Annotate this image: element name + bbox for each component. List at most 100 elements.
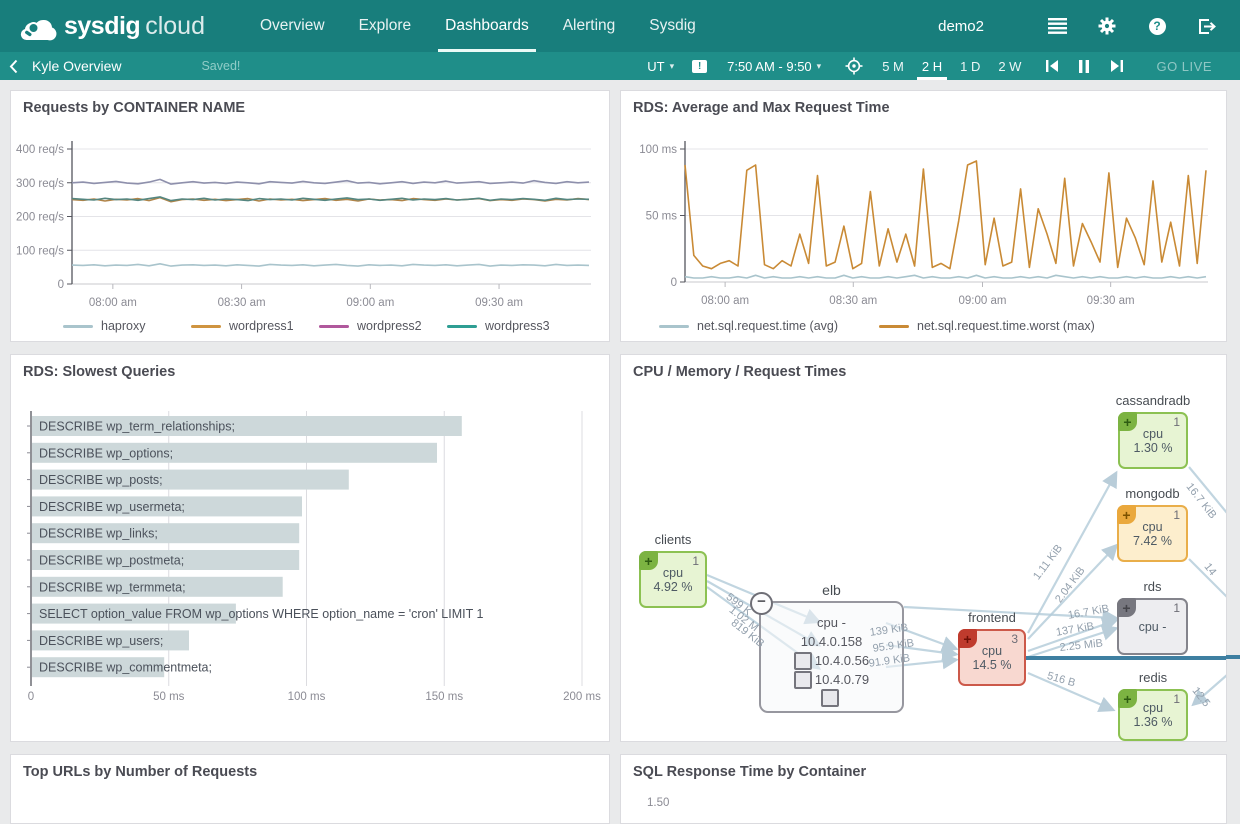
- logout-icon[interactable]: [1196, 15, 1218, 37]
- svg-text:100 ms: 100 ms: [639, 144, 677, 156]
- help-icon[interactable]: ?: [1146, 15, 1168, 37]
- container-box-icon[interactable]: [793, 651, 812, 670]
- go-live-button[interactable]: GO LIVE: [1156, 58, 1212, 74]
- node-metric: cpu: [662, 565, 684, 580]
- menu-icon[interactable]: [1046, 15, 1068, 37]
- svg-text:DESCRIBE wp_links;: DESCRIBE wp_links;: [39, 527, 158, 541]
- node-metric: cpu: [981, 643, 1003, 658]
- container-box-icon[interactable]: [821, 689, 839, 707]
- node-metric: 1.36 %: [1133, 715, 1173, 729]
- legend-item-haproxy[interactable]: haproxy: [63, 319, 191, 333]
- svg-text:DESCRIBE wp_posts;: DESCRIBE wp_posts;: [39, 473, 163, 487]
- range-2h[interactable]: 2 H: [913, 52, 951, 80]
- nav-right: demo2 ?: [938, 15, 1218, 37]
- legend-label: wordpress3: [485, 319, 550, 333]
- svg-text:09:30 am: 09:30 am: [475, 297, 523, 309]
- skip-forward-icon[interactable]: [1104, 58, 1128, 74]
- topology-node-label: frontend: [968, 610, 1016, 625]
- topology-node-clients[interactable]: +1 cpu 4.92 %: [639, 551, 707, 608]
- panel-title: CPU / Memory / Request Times: [633, 364, 847, 380]
- topology-edge: [1191, 674, 1226, 707]
- panel-title: SQL Response Time by Container: [633, 764, 867, 780]
- topology-node-rds[interactable]: +1 cpu -: [1117, 598, 1188, 655]
- legend-item-net-sql-request-time-avg-[interactable]: net.sql.request.time (avg): [659, 319, 879, 333]
- brand-name: sysdig: [64, 11, 141, 40]
- svg-text:100 ms: 100 ms: [288, 691, 326, 703]
- nav-tab-alerting[interactable]: Alerting: [562, 17, 616, 34]
- expand-icon[interactable]: +: [1118, 689, 1137, 708]
- svg-text:DESCRIBE wp_term_relationships: DESCRIBE wp_term_relationships;: [39, 420, 235, 434]
- node-metric: 4.92 %: [653, 579, 693, 594]
- legend-item-wordpress1[interactable]: wordpress1: [191, 319, 319, 333]
- node-metric: 1.30 %: [1133, 440, 1173, 455]
- user-menu[interactable]: demo2: [938, 17, 984, 35]
- expand-icon[interactable]: +: [1117, 598, 1136, 617]
- gear-icon[interactable]: [1096, 15, 1118, 37]
- saved-status: Saved!: [201, 59, 241, 73]
- group-row: 10.4.0.79: [761, 670, 902, 689]
- container-box-icon[interactable]: [793, 670, 812, 689]
- nav-tab-explore[interactable]: Explore: [358, 17, 412, 34]
- svg-text:0: 0: [28, 691, 34, 703]
- requests-chart-legend: haproxy wordpress1 wordpress2 wordpress3: [63, 319, 575, 333]
- svg-text:08:30 am: 08:30 am: [829, 295, 877, 307]
- time-controls: UT ▾ ! 7:50 AM - 9:50 ▾ 5 M 2 H 1 D 2 W GO LI…: [647, 52, 1240, 80]
- svg-text:08:00 am: 08:00 am: [89, 297, 137, 309]
- nav-tab-dashboards[interactable]: Dashboards: [428, 0, 546, 52]
- legend-swatch: [63, 324, 93, 328]
- group-row: [761, 689, 902, 707]
- back-button[interactable]: [0, 59, 26, 74]
- topology-edge: [903, 605, 1119, 626]
- legend-item-wordpress3[interactable]: wordpress3: [447, 319, 575, 333]
- node-metric: cpu: [1142, 519, 1163, 534]
- crosshair-icon[interactable]: [845, 52, 863, 80]
- legend-swatch: [447, 324, 477, 328]
- node-count: 3: [1011, 632, 1018, 646]
- svg-text:DESCRIBE wp_commentmeta;: DESCRIBE wp_commentmeta;: [39, 661, 212, 675]
- expand-icon[interactable]: +: [639, 551, 658, 570]
- annotation-icon[interactable]: !: [692, 52, 708, 80]
- topology-node-label: redis: [1138, 670, 1168, 685]
- expand-icon[interactable]: +: [1118, 412, 1137, 431]
- topology-node-redis[interactable]: +1 cpu 1.36 %: [1118, 689, 1188, 741]
- topology-node-label: cassandradb: [1115, 393, 1191, 408]
- dashboard-title[interactable]: Kyle Overview: [32, 58, 122, 74]
- svg-text:DESCRIBE wp_termmeta;: DESCRIBE wp_termmeta;: [39, 580, 186, 594]
- collapse-icon[interactable]: −: [750, 592, 773, 615]
- nav-tab-overview[interactable]: Overview: [259, 17, 325, 34]
- topology-group-elb[interactable]: − cpu -10.4.0.158 10.4.0.56 10.4.0.79: [750, 592, 904, 713]
- time-range-dropdown[interactable]: 7:50 AM - 9:50 ▾: [727, 58, 822, 74]
- range-5m[interactable]: 5 M: [882, 58, 904, 74]
- svg-text:0: 0: [58, 279, 64, 291]
- topology-edge: [1027, 543, 1119, 640]
- selected-edge-highlight: [1226, 655, 1240, 659]
- timezone-dropdown[interactable]: UT ▾: [647, 58, 675, 74]
- range-1d[interactable]: 1 D: [960, 58, 981, 74]
- topology-node-label: rds: [1143, 579, 1162, 594]
- pause-icon[interactable]: [1072, 58, 1096, 74]
- panel-title: RDS: Slowest Queries: [23, 364, 176, 380]
- svg-text:DESCRIBE wp_postmeta;: DESCRIBE wp_postmeta;: [39, 554, 184, 568]
- legend-item-net-sql-request-time-worst-max-[interactable]: net.sql.request.time.worst (max): [879, 319, 1099, 333]
- expand-icon[interactable]: +: [1117, 505, 1136, 524]
- topology-node-frontend[interactable]: +3 cpu 14.5 %: [958, 629, 1026, 686]
- topology-node-label: clients: [654, 532, 692, 547]
- expand-icon[interactable]: +: [958, 629, 977, 648]
- svg-text:08:00 am: 08:00 am: [701, 295, 749, 307]
- sysdig-logo[interactable]: sysdig cloud: [16, 11, 205, 41]
- node-metric: cpu -: [1138, 619, 1167, 634]
- topology-node-mongodb[interactable]: +1 cpu 7.42 %: [1117, 505, 1188, 562]
- svg-text:200 req/s: 200 req/s: [16, 212, 64, 224]
- svg-text:SELECT option_value FROM wp_op: SELECT option_value FROM wp_options WHER…: [39, 607, 484, 621]
- topology-edge: [1027, 671, 1116, 712]
- legend-item-wordpress2[interactable]: wordpress2: [319, 319, 447, 333]
- nav-tab-sysdig[interactable]: Sysdig: [649, 17, 696, 34]
- legend-label: wordpress1: [229, 319, 294, 333]
- topology-node-cassandradb[interactable]: +1 cpu 1.30 %: [1118, 412, 1188, 469]
- range-2w[interactable]: 2 W: [998, 58, 1022, 74]
- node-metric: cpu: [1142, 426, 1164, 441]
- rds-line-chart: 100 ms 50 ms 0 08:00 am 08:30 am 09:00 am 09:3…: [639, 141, 1208, 307]
- svg-text:0: 0: [671, 277, 677, 289]
- skip-back-icon[interactable]: [1040, 58, 1064, 74]
- dashboard-toolbar: Kyle Overview Saved! UT ▾ ! 7:50 AM - 9:5…: [0, 52, 1240, 80]
